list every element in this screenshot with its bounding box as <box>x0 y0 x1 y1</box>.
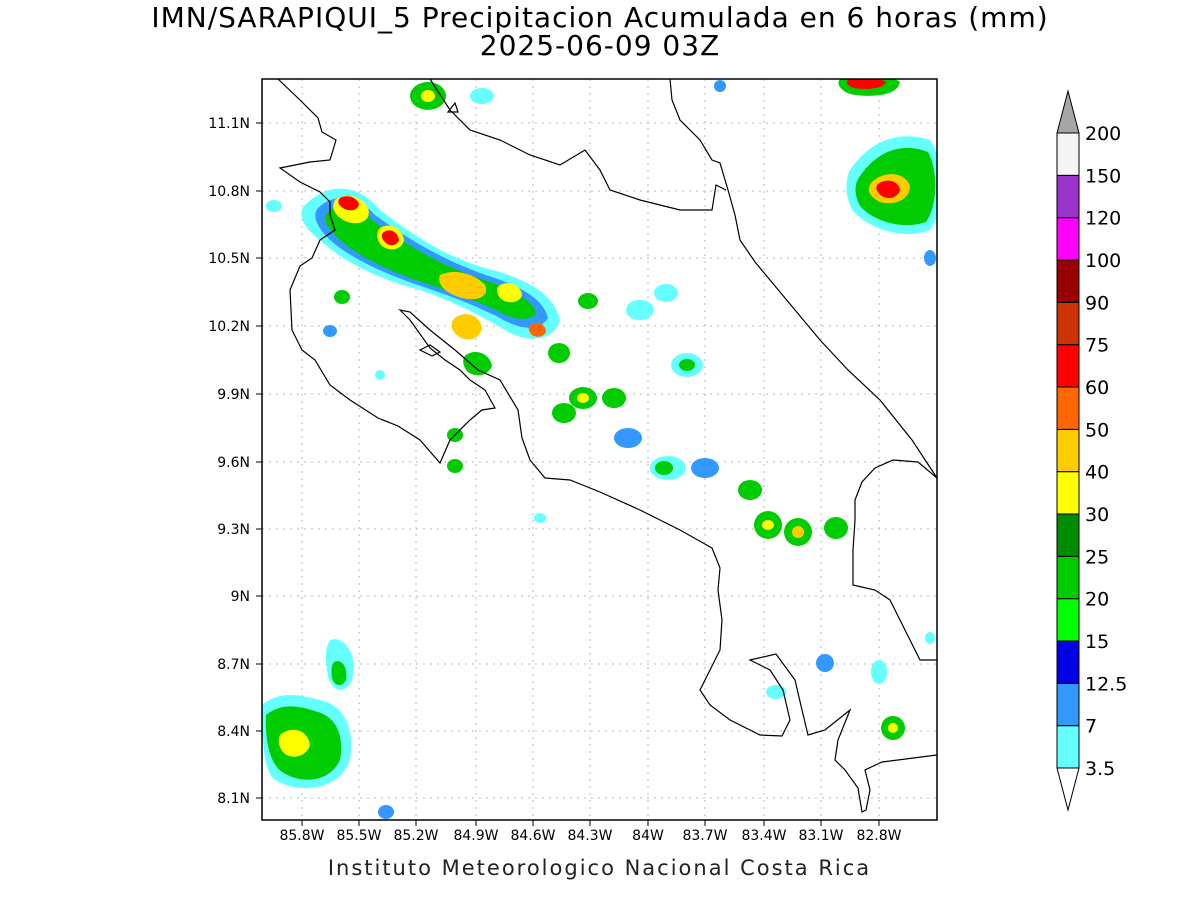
lat-label: 8.7N <box>217 657 250 673</box>
legend-color-box <box>1056 725 1080 769</box>
lon-label: 83.4W <box>741 828 786 844</box>
lat-label: 9.3N <box>217 522 250 538</box>
legend-color-box <box>1056 682 1080 727</box>
map-title: IMN/SARAPIQUI_5 Precipitacion Acumulada … <box>151 1 1049 34</box>
lat-label: 9N <box>231 589 250 605</box>
legend-label: 100 <box>1085 250 1121 272</box>
gridlines <box>262 79 937 820</box>
lat-label: 10.8N <box>208 184 250 200</box>
lon-ticks <box>301 820 880 826</box>
lon-label: 83.1W <box>798 828 843 844</box>
legend-color-box <box>1056 386 1080 430</box>
legend-color-box <box>1056 217 1080 261</box>
lat-label: 9.6N <box>217 455 250 471</box>
legend-color-box <box>1056 555 1080 600</box>
lat-label: 10.2N <box>208 319 250 335</box>
legend-bottom-arrow <box>1056 767 1080 812</box>
legend-color-box <box>1056 259 1080 303</box>
lon-label: 84.6W <box>510 828 555 844</box>
plot-frame <box>261 78 938 821</box>
lat-label: 11.1N <box>208 116 250 132</box>
legend-label: 50 <box>1085 419 1109 441</box>
lon-label: 84W <box>632 828 664 844</box>
legend-label: 40 <box>1085 462 1109 484</box>
legend-label: 15 <box>1085 631 1109 653</box>
legend-color-box <box>1056 174 1080 219</box>
scattered-showers <box>266 80 936 819</box>
lon-label: 83.7W <box>682 828 727 844</box>
legend-label: 7 <box>1085 716 1097 738</box>
legend-color-box <box>1056 513 1080 557</box>
legend-label: 120 <box>1085 208 1121 230</box>
legend-label: 30 <box>1085 504 1109 526</box>
legend-top-arrow <box>1056 89 1080 134</box>
legend-color-box <box>1056 132 1080 176</box>
legend-label: 90 <box>1085 292 1109 314</box>
legend-color-box <box>1056 640 1080 684</box>
coastline <box>277 79 937 813</box>
institution-credit: Instituto Meteorologico Nacional Costa R… <box>327 856 872 880</box>
lat-label: 10.5N <box>208 251 250 267</box>
lon-labels: 85.8W 85.5W 85.2W 84.9W 84.6W 84.3W 84W … <box>279 828 901 844</box>
legend-label: 75 <box>1085 335 1109 357</box>
legend-color-box <box>1056 471 1080 515</box>
rain-cell-northeast <box>838 79 937 234</box>
legend-label: 150 <box>1085 165 1121 187</box>
legend-label: 12.5 <box>1085 673 1127 695</box>
lat-label: 8.4N <box>217 724 250 740</box>
legend-label: 25 <box>1085 546 1109 568</box>
lon-label: 82.8W <box>856 828 901 844</box>
legend-label: 20 <box>1085 589 1109 611</box>
map-datetime: 2025-06-09 03Z <box>479 29 721 62</box>
rain-cell-southwest <box>262 639 354 789</box>
legend-label: 60 <box>1085 377 1109 399</box>
lat-ticks <box>256 122 262 799</box>
lon-label: 85.8W <box>279 828 324 844</box>
legend-color-box <box>1056 598 1080 642</box>
legend-color-box <box>1056 428 1080 473</box>
lat-label: 8.1N <box>217 791 250 807</box>
legend-color-box <box>1056 344 1080 388</box>
precipitation-field <box>262 79 937 819</box>
lon-label: 84.3W <box>567 828 612 844</box>
legend-label: 200 <box>1085 123 1121 145</box>
title-block: IMN/SARAPIQUI_5 Precipitacion Acumulada … <box>0 4 1200 60</box>
legend-label: 3.5 <box>1085 758 1115 780</box>
lon-label: 85.5W <box>336 828 381 844</box>
lat-labels: 11.1N 10.8N 10.5N 10.2N 9.9N 9.6N 9.3N 9… <box>208 116 250 807</box>
lon-label: 84.9W <box>453 828 498 844</box>
rain-cell <box>301 188 560 376</box>
color-legend: 3.5 7 12.5 15 20 25 30 40 50 60 75 90 100 120 150 200 <box>1056 89 1127 812</box>
lat-label: 9.9N <box>217 387 250 403</box>
legend-color-box <box>1056 301 1080 346</box>
lon-label: 85.2W <box>393 828 438 844</box>
